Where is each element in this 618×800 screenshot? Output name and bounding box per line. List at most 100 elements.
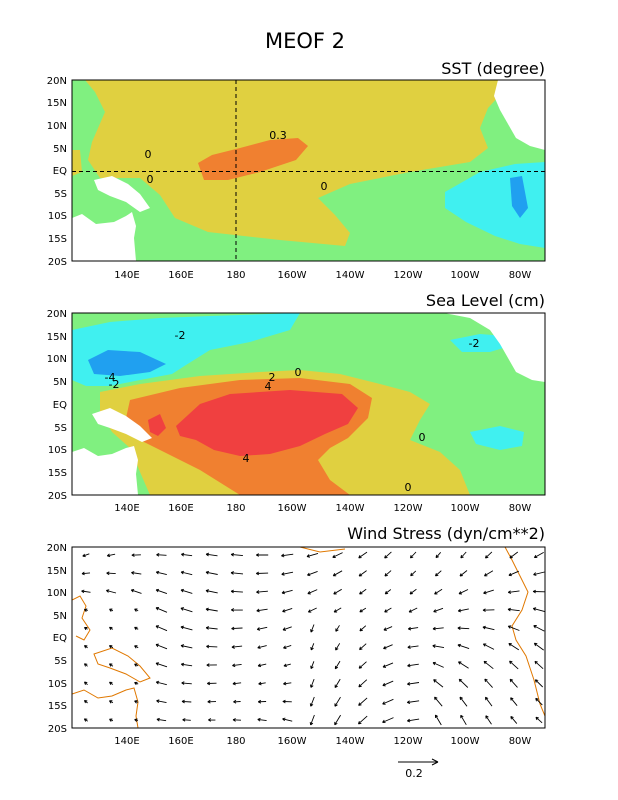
sea-level-lon-labels: 140E 160E 180 160W 140W 120W 100W 80W bbox=[114, 503, 531, 514]
wind-vector-arrow bbox=[434, 696, 443, 707]
sst-frame bbox=[71, 79, 546, 262]
wind-vector-arrow bbox=[282, 626, 292, 631]
wind-vector-arrow bbox=[383, 644, 393, 650]
wind-vector-arrow bbox=[283, 663, 291, 668]
wind-vector-arrow bbox=[109, 608, 114, 612]
wind-vector-arrow bbox=[181, 552, 193, 557]
wind-vector-arrow bbox=[109, 700, 114, 704]
wind-background bbox=[72, 547, 545, 728]
wind-vector-arrow bbox=[507, 625, 520, 631]
sst-land-australia bbox=[72, 212, 136, 261]
wind-vector-arrow bbox=[310, 643, 315, 651]
sst-land-newguinea bbox=[94, 176, 150, 212]
wind-vector-arrow bbox=[230, 589, 243, 594]
wind-vector-arrow bbox=[434, 570, 442, 577]
wind-vector-arrow bbox=[334, 714, 341, 726]
wind-vector-arrow bbox=[205, 589, 218, 594]
wind-vector-arrow bbox=[384, 551, 392, 559]
wind-vector-arrow bbox=[407, 645, 419, 649]
lon-label: 100W bbox=[451, 736, 480, 747]
wind-vector-arrow bbox=[409, 551, 417, 559]
wind-vector-arrow bbox=[131, 553, 141, 557]
wind-vector-arrow bbox=[109, 626, 114, 631]
wind-vector-arrow bbox=[134, 681, 139, 686]
wind-vector-arrow bbox=[334, 696, 341, 707]
sea-level-red-region bbox=[176, 390, 358, 456]
wind-vector-arrow bbox=[484, 570, 494, 577]
wind-vector-arrow bbox=[134, 663, 139, 667]
wind-vector-arrow bbox=[384, 570, 392, 577]
wind-lon-labels: 140E 160E 180 160W 140W 120W 100W 80W bbox=[114, 736, 531, 747]
lat-label: 10N bbox=[47, 354, 67, 365]
wind-vector-arrow bbox=[507, 607, 520, 612]
lat-label: EQ bbox=[53, 400, 67, 411]
wind-vector-arrow bbox=[230, 552, 243, 557]
wind-vector-arrow bbox=[310, 624, 315, 633]
wind-vector-arrow bbox=[181, 699, 192, 704]
sea-level-panel: Sea Level (cm) -2 -2 -4 -2 2 0 4 4 0 0 2… bbox=[47, 291, 546, 514]
lat-label: 20N bbox=[47, 543, 67, 554]
wind-vector-arrow bbox=[484, 551, 493, 559]
wind-vector-arrow bbox=[257, 717, 267, 722]
wind-vector-arrow bbox=[109, 681, 114, 686]
wind-vector-arrow bbox=[134, 700, 139, 704]
wind-vector-arrow bbox=[257, 663, 267, 668]
wind-vector-arrow bbox=[509, 551, 519, 559]
wind-lat-labels: 20N 15N 10N 5N EQ 5S 10S 15S 20S bbox=[47, 543, 67, 735]
wind-vector-arrow bbox=[458, 661, 469, 669]
wind-vector-arrow bbox=[533, 552, 544, 559]
wind-vector-arrow bbox=[384, 589, 392, 595]
wind-vector-arrow bbox=[532, 607, 545, 613]
wind-vector-arrow bbox=[359, 625, 367, 632]
wind-vector-arrow bbox=[181, 681, 192, 685]
wind-vector-arrow bbox=[134, 718, 139, 722]
wind-vector-arrow bbox=[460, 551, 467, 559]
sea-level-contour-label: -2 bbox=[175, 329, 186, 342]
wind-vector-arrow bbox=[109, 663, 114, 667]
sea-level-contour-label: -2 bbox=[109, 378, 120, 391]
wind-vector-arrow bbox=[283, 644, 292, 649]
wind-vector-arrow bbox=[233, 699, 241, 704]
wind-vector-arrow bbox=[83, 645, 88, 649]
wind-vector-arrow bbox=[282, 717, 293, 722]
wind-vector-arrow bbox=[106, 571, 116, 576]
wind-vector-arrow bbox=[131, 571, 142, 575]
wind-vector-arrow bbox=[155, 625, 168, 632]
lat-label: 5N bbox=[53, 144, 67, 155]
wind-vector-arrow bbox=[534, 660, 544, 670]
wind-vector-arrow bbox=[134, 645, 139, 649]
wind-vector-arrow bbox=[310, 678, 315, 688]
lat-label: 10S bbox=[48, 445, 67, 456]
wind-vector-arrow bbox=[232, 718, 242, 722]
wind-vector-arrow bbox=[207, 699, 217, 704]
lat-label: EQ bbox=[53, 633, 67, 644]
wind-vector-arrow bbox=[257, 645, 267, 649]
wind-coast-america-north bbox=[299, 547, 346, 553]
wind-vector-arrow bbox=[180, 662, 193, 667]
sea-level-contour-label: 0 bbox=[419, 431, 426, 444]
wind-scale-arrowhead bbox=[431, 758, 439, 766]
wind-vector-arrow bbox=[307, 607, 317, 613]
sst-contour-label: 0 bbox=[147, 173, 154, 186]
wind-vector-arrow bbox=[206, 681, 217, 686]
wind-vector-arrow bbox=[281, 571, 294, 576]
wind-vector-arrow bbox=[459, 570, 468, 577]
wind-vector-arrow bbox=[358, 679, 368, 688]
wind-vector-arrow bbox=[509, 660, 519, 670]
lat-label: EQ bbox=[53, 166, 67, 177]
wind-vector-arrow bbox=[484, 678, 493, 688]
wind-vector-arrow bbox=[334, 678, 341, 688]
wind-vector-arrow bbox=[359, 643, 367, 651]
lat-label: 15S bbox=[48, 468, 67, 479]
wind-vector-arrow bbox=[282, 607, 293, 613]
wind-vector-arrow bbox=[382, 680, 394, 687]
wind-vector-arrow bbox=[533, 625, 545, 632]
wind-vector-arrow bbox=[457, 643, 470, 650]
wind-vector-arrow bbox=[230, 571, 244, 575]
lon-label: 180 bbox=[226, 503, 245, 514]
wind-vector-arrow bbox=[334, 660, 341, 670]
wind-vector-arrow bbox=[84, 626, 88, 631]
wind-vector-arrow bbox=[258, 681, 266, 686]
wind-vector-arrow bbox=[434, 588, 443, 595]
wind-vector-arrow bbox=[256, 590, 268, 594]
